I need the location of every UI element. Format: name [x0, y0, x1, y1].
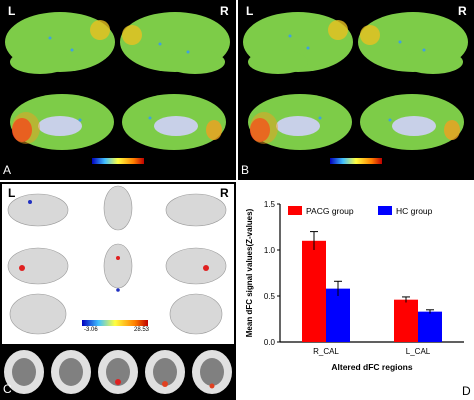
left-hemisphere-label: L [246, 4, 254, 18]
bar [326, 288, 350, 342]
legend-swatch [378, 206, 392, 215]
bar-chart: 0.0 0.5 1.0 1.5 Mean dFC signal values(Z-val… [245, 200, 464, 372]
right-hemisphere-label: R [458, 4, 467, 18]
bar [302, 240, 326, 342]
panel-c-brain-render [2, 184, 234, 394]
colorbar [92, 158, 144, 164]
colorbar-min-label: -3.06 [88, 166, 102, 172]
x-tick-label: R_CAL [313, 347, 339, 356]
left-hemisphere-label: L [8, 4, 16, 18]
x-axis-label: Altered dFC regions [331, 362, 413, 372]
panel-b: L R -3.06 28.53 B [238, 0, 474, 180]
legend-label: HC group [396, 206, 433, 216]
colorbar-max-label: 28.53 [134, 327, 150, 333]
panel-letter: B [241, 163, 250, 177]
panel-letter: D [462, 384, 471, 398]
panel-b-brain-render [243, 12, 468, 164]
right-hemisphere-label: R [220, 4, 229, 18]
colorbar-min-label: -3.06 [84, 327, 98, 333]
colorbar-max-label: 28.53 [134, 166, 150, 172]
panel-d: 0.0 0.5 1.0 1.5 Mean dFC signal values(Z-val… [238, 182, 474, 400]
left-hemisphere-label: L [8, 186, 16, 200]
colorbar [82, 320, 148, 326]
x-tick-label: L_CAL [406, 347, 431, 356]
bar [394, 299, 418, 342]
colorbar-min-label: -3.06 [326, 166, 340, 172]
bar [418, 311, 442, 342]
y-axis-label: Mean dFC signal values(Z-values) [245, 208, 254, 337]
axial-slices [4, 350, 232, 394]
y-tick-label: 1.0 [264, 246, 276, 255]
panel-a-brain-render [5, 12, 230, 164]
panel-letter: A [3, 163, 12, 177]
panel-a: L R -3.06 28.53 A [0, 0, 236, 180]
colorbar-max-label: 28.53 [372, 166, 388, 172]
y-tick-label: 0.5 [264, 292, 276, 301]
right-hemisphere-label: R [220, 186, 229, 200]
y-tick-label: 1.5 [264, 200, 276, 209]
panel-letter: C [3, 382, 12, 396]
y-tick-label: 0.0 [264, 338, 276, 347]
legend-swatch [288, 206, 302, 215]
colorbar [330, 158, 382, 164]
panel-c: L R -3.06 28.53 C [0, 182, 236, 400]
legend-label: PACG group [306, 206, 354, 216]
